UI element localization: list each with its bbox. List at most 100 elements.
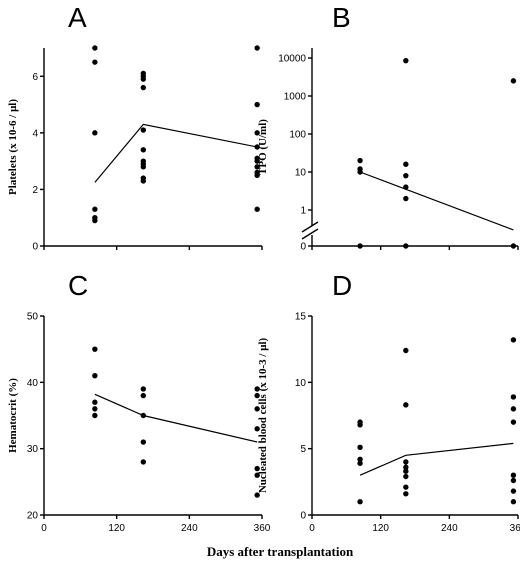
x-tick-label-d: 120 <box>372 523 389 534</box>
y-axis-label-b: TPO (U/ml) <box>257 119 269 175</box>
x-tick-label-d: 360 <box>510 523 520 534</box>
y-tick-label-c: 30 <box>27 444 39 455</box>
data-point-c <box>254 465 260 472</box>
data-point-a <box>254 172 260 178</box>
data-point-a <box>254 45 260 51</box>
data-point-d <box>403 473 409 480</box>
trend-line-a <box>94 123 258 183</box>
y-tick-label-b: 1 <box>300 206 306 217</box>
data-point-d <box>510 406 517 412</box>
y-tick-label-b: 1000 <box>284 92 307 103</box>
y-tick-label-b: 10 <box>295 168 307 179</box>
data-point-c <box>254 386 260 392</box>
data-point-a <box>140 84 147 91</box>
data-point-a <box>140 76 147 82</box>
data-point-c <box>140 459 147 465</box>
data-point-c <box>92 406 98 412</box>
data-point-d <box>403 402 409 408</box>
panel-letter-d: D <box>332 270 352 301</box>
data-point-c <box>92 412 98 419</box>
y-tick-label-a: 0 <box>32 242 38 253</box>
y-axis-label-a: Platelets (x 10-6 / μl) <box>7 99 19 195</box>
y-tick-label-c: 50 <box>27 312 39 323</box>
data-point-a <box>254 144 260 150</box>
data-point-b <box>403 195 409 202</box>
y-tick-label-d: 15 <box>295 312 307 323</box>
y-tick-label-b: 10000 <box>278 54 306 65</box>
y-tick-label-a: 2 <box>32 185 38 196</box>
data-point-c <box>92 346 98 352</box>
data-point-c <box>140 386 147 392</box>
data-point-a <box>92 45 98 51</box>
data-point-c <box>140 412 147 419</box>
trend-line-c <box>94 393 258 443</box>
x-tick-label-d: 240 <box>441 523 458 534</box>
data-point-c <box>254 426 260 432</box>
y-tick-label-b: 100 <box>289 130 306 141</box>
y-tick-label-c: 40 <box>27 378 39 389</box>
data-point-d <box>403 347 409 354</box>
y-tick-label-a: 6 <box>32 72 38 83</box>
y-axis-label-c: Hematocrit (%) <box>7 378 19 453</box>
data-point-d <box>357 456 363 462</box>
x-tick-label-c: 0 <box>41 523 47 534</box>
data-point-d <box>510 499 517 505</box>
panel-letter-c: C <box>68 270 88 301</box>
data-point-b <box>357 169 363 175</box>
data-point-d <box>510 419 517 425</box>
axis-break-mark-lower <box>301 228 319 240</box>
data-point-c <box>254 472 260 478</box>
data-point-d <box>510 337 517 343</box>
data-point-d <box>403 468 409 474</box>
y-tick-label-c: 20 <box>27 511 39 522</box>
data-point-a <box>140 178 147 184</box>
data-point-b <box>403 243 409 249</box>
data-point-b <box>403 57 409 64</box>
data-point-a <box>92 130 98 136</box>
data-point-a <box>140 147 147 153</box>
x-tick-label-c: 360 <box>254 523 271 534</box>
data-point-b <box>403 161 409 167</box>
data-point-c <box>92 399 98 405</box>
data-point-d <box>510 472 517 478</box>
data-point-c <box>92 373 98 379</box>
data-point-d <box>403 491 409 497</box>
x-tick-label-c: 240 <box>181 523 198 534</box>
data-point-a <box>254 101 260 108</box>
data-point-c <box>254 492 260 498</box>
data-point-d <box>510 488 517 494</box>
data-point-b <box>510 243 517 249</box>
panel-letter-a: A <box>68 2 87 33</box>
data-point-d <box>510 394 517 400</box>
data-point-b <box>357 243 363 249</box>
data-point-d <box>357 444 363 451</box>
y-tick-label-b: 0 <box>300 242 306 253</box>
data-point-d <box>510 477 517 484</box>
data-point-a <box>254 164 260 170</box>
data-point-c <box>140 439 147 445</box>
trend-line-b <box>359 171 514 231</box>
y-axis-label-d: Nucleated blood cells (x 10-3 / μl) <box>257 338 269 494</box>
y-tick-label-a: 4 <box>32 128 38 139</box>
data-point-a <box>140 164 147 170</box>
data-point-a <box>254 130 260 136</box>
data-point-a <box>92 217 98 224</box>
y-tick-label-d: 5 <box>300 444 306 455</box>
data-point-c <box>140 392 147 399</box>
data-point-a <box>92 59 98 65</box>
data-point-b <box>357 157 363 164</box>
data-point-c <box>254 392 260 399</box>
x-axis-label: Days after transplantation <box>207 544 354 559</box>
x-tick-label-d: 0 <box>309 523 315 534</box>
data-point-d <box>357 460 363 466</box>
data-point-d <box>403 464 409 470</box>
data-point-d <box>403 459 409 465</box>
data-point-a <box>254 206 260 212</box>
data-point-d <box>357 422 363 428</box>
data-point-a <box>92 206 98 212</box>
data-point-a <box>140 127 147 133</box>
data-point-b <box>403 184 409 190</box>
axis-break-mark-upper <box>301 221 319 233</box>
data-point-d <box>403 484 409 490</box>
